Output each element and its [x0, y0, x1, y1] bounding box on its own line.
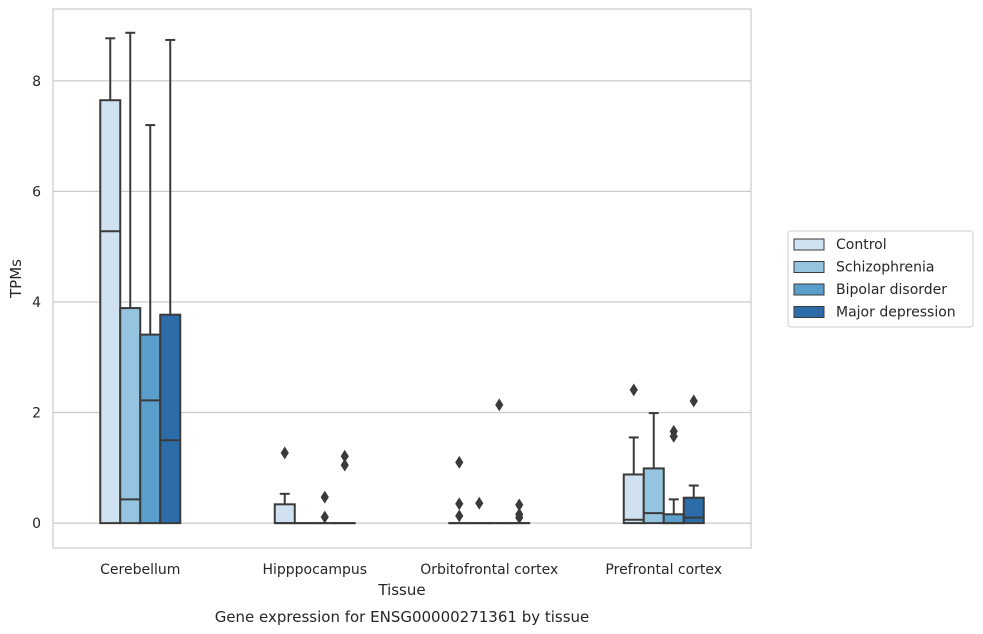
box: [99, 99, 122, 525]
y-tick-label: 4: [32, 295, 41, 311]
y-tick-label: 0: [32, 516, 41, 532]
outlier-point: [475, 496, 484, 510]
outlier-point: [629, 383, 638, 397]
x-tick-label: Orbitofrontal cortex: [420, 562, 558, 578]
box: [139, 333, 162, 525]
box: [622, 473, 645, 525]
y-axis: 0 2 4 6 8: [32, 74, 41, 532]
box: [682, 496, 705, 525]
box: [662, 513, 685, 525]
legend-label: Bipolar disorder: [836, 282, 947, 298]
outlier-point: [669, 429, 678, 443]
legend-label: Schizophrenia: [836, 260, 934, 276]
box: [159, 313, 182, 525]
outlier-point: [515, 511, 524, 525]
outlier-point: [280, 446, 289, 460]
legend-swatch: [793, 283, 825, 296]
outlier-point: [455, 455, 464, 469]
legend-label: Major depression: [836, 305, 956, 321]
plot-area: [52, 8, 752, 549]
legend-swatch: [793, 238, 825, 251]
x-axis-label: Tissue: [377, 581, 425, 599]
box: [119, 307, 142, 525]
y-tick-label: 2: [32, 406, 41, 422]
chart-caption: Gene expression for ENSG00000271361 by t…: [215, 608, 590, 626]
outlier-point: [689, 394, 698, 408]
box-series: [99, 31, 705, 525]
y-axis-label: TPMs: [7, 259, 25, 299]
outlier-point: [320, 510, 329, 524]
legend-swatch: [793, 306, 825, 318]
outlier-point: [495, 398, 504, 412]
y-tick-label: 6: [32, 184, 41, 200]
x-tick-label: Hipppocampus: [262, 562, 367, 578]
outlier-point: [320, 490, 329, 504]
outlier-point: [455, 497, 464, 511]
box: [273, 503, 296, 525]
legend: Control Schizophrenia Bipolar disorder Majo…: [787, 230, 974, 328]
outlier-point: [340, 458, 349, 472]
y-tick-label: 8: [32, 74, 41, 90]
outlier-point: [455, 509, 464, 523]
legend-label: Control: [836, 237, 887, 253]
legend-frame: [787, 230, 974, 328]
legend-swatch: [793, 261, 825, 273]
x-axis: Cerebellum Hipppocampus Orbitofrontal cort…: [100, 562, 722, 578]
box: [642, 467, 665, 525]
x-tick-label: Prefrontal cortex: [605, 562, 722, 578]
x-tick-label: Cerebellum: [100, 562, 180, 578]
